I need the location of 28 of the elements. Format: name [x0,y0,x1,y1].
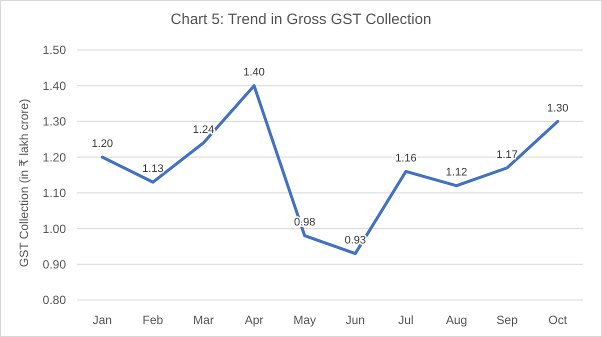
x-tick-label: May [293,313,316,328]
x-tick-label: Feb [142,313,164,328]
x-tick-label: Aug [446,313,468,328]
data-label: 1.13 [142,163,164,176]
chart-title: Chart 5: Trend in Gross GST Collection [170,11,432,28]
x-tick-label: Oct [548,313,568,328]
y-tick-label: 1.30 [42,114,66,129]
y-tick-label: 1.10 [42,186,66,200]
data-label: 1.12 [446,166,468,179]
x-tick-label: Apr [244,313,264,328]
y-tick-label: 1.00 [42,222,66,236]
y-tick-label: 1.20 [42,150,66,164]
x-tick-label: Jul [398,313,414,328]
x-tick-label: Jun [346,313,365,328]
y-tick-label: 1.40 [42,78,66,93]
data-label: 1.30 [546,102,568,114]
data-label: 1.40 [243,66,265,79]
x-tick-label: Sep [496,313,518,328]
y-axis-title: GST Collection (in ₹ lakh crore) [17,98,31,268]
y-tick-label: 1.50 [42,43,66,58]
y-tick-label: 0.80 [42,293,66,308]
x-tick-label: Jan [92,313,112,328]
data-label: 1.17 [496,148,518,161]
y-tick-label: 0.90 [42,257,66,272]
data-label: 1.16 [395,152,417,164]
data-label: 1.24 [192,124,214,136]
x-tick-label: Mar [193,313,214,328]
data-label: 1.20 [92,138,114,150]
